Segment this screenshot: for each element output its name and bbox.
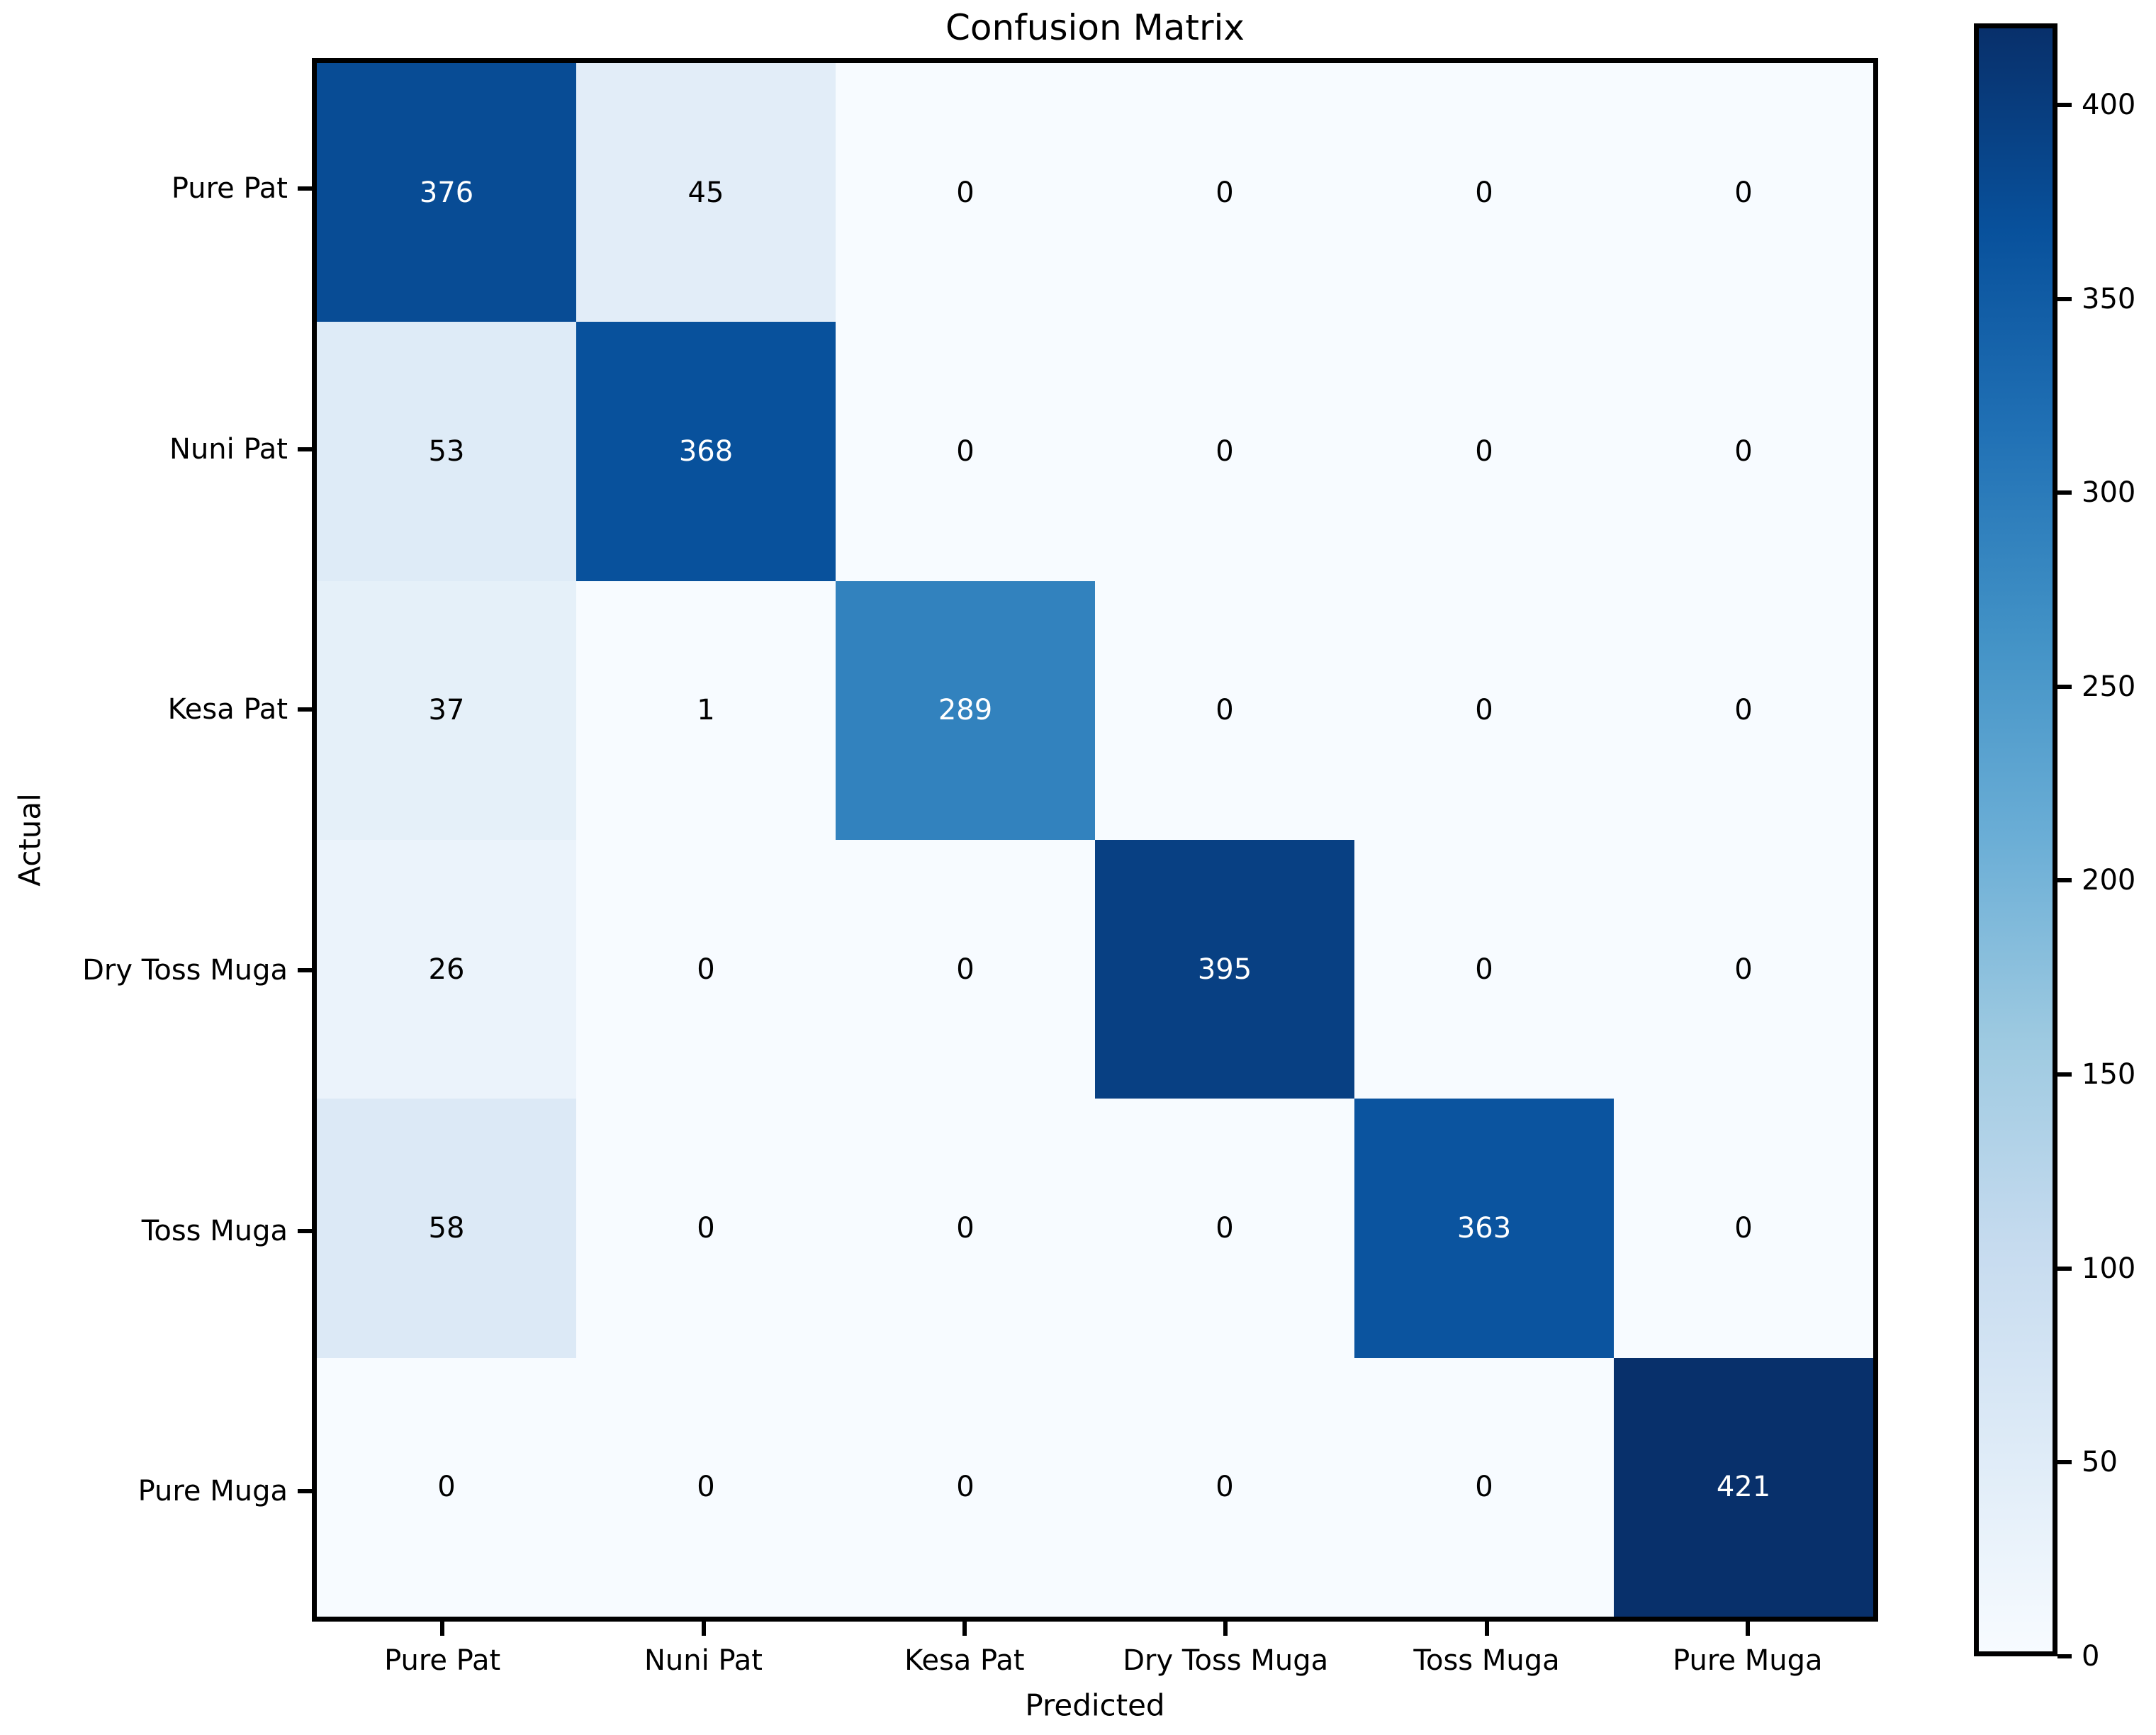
heatmap-cell: 0 bbox=[1354, 580, 1614, 840]
heatmap-cell: 368 bbox=[576, 322, 836, 581]
colorbar-tick-label: 200 bbox=[2082, 864, 2136, 897]
heatmap-cell: 0 bbox=[1095, 580, 1354, 840]
heatmap-cell: 0 bbox=[1614, 63, 1873, 322]
heatmap-grid: 376 45 0 0 0 0 53 368 0 0 0 0 37 1 289 0 0 0 26 0 0 395 0 0 58 0 0… bbox=[312, 58, 1878, 1622]
x-tick-label: Pure Muga bbox=[1673, 1644, 1823, 1677]
heatmap-cell: 0 bbox=[836, 322, 1095, 581]
heatmap-cell: 0 bbox=[1614, 322, 1873, 581]
y-tick-mark bbox=[298, 707, 312, 712]
y-tick-label: Toss Muga bbox=[141, 1214, 288, 1247]
colorbar-tick-label: 150 bbox=[2082, 1058, 2136, 1091]
colorbar-tick-mark bbox=[2057, 490, 2072, 495]
heatmap-cell: 0 bbox=[1354, 63, 1614, 322]
colorbar-tick-label: 0 bbox=[2082, 1640, 2100, 1673]
heatmap-cell: 0 bbox=[1095, 322, 1354, 581]
x-tick-mark bbox=[962, 1622, 967, 1636]
heatmap-cell: 0 bbox=[836, 840, 1095, 1099]
heatmap-cell: 0 bbox=[1614, 580, 1873, 840]
x-tick-label: Nuni Pat bbox=[644, 1644, 763, 1677]
colorbar-tick-mark bbox=[2057, 1072, 2072, 1077]
x-tick-label: Dry Toss Muga bbox=[1123, 1644, 1329, 1677]
y-tick-mark bbox=[298, 447, 312, 451]
heatmap-cell: 0 bbox=[1095, 1357, 1354, 1617]
heatmap-cell: 0 bbox=[836, 1357, 1095, 1617]
y-tick-mark bbox=[298, 186, 312, 191]
y-tick-label: Dry Toss Muga bbox=[82, 953, 288, 987]
y-axis-ticks bbox=[298, 58, 312, 1622]
heatmap-cell: 58 bbox=[317, 1099, 576, 1358]
heatmap-cell: 376 bbox=[317, 63, 576, 322]
heatmap-cell: 363 bbox=[1354, 1099, 1614, 1358]
heatmap-cell: 289 bbox=[836, 580, 1095, 840]
heatmap-cell: 0 bbox=[1354, 840, 1614, 1099]
colorbar-tick-label: 400 bbox=[2082, 88, 2136, 121]
colorbar-tick-label: 300 bbox=[2082, 476, 2136, 510]
y-axis-tick-labels: Pure Pat Nuni Pat Kesa Pat Dry Toss Muga Tos… bbox=[0, 58, 288, 1622]
heatmap-cell: 0 bbox=[1095, 1099, 1354, 1358]
heatmap-cell: 0 bbox=[1614, 1099, 1873, 1358]
colorbar-tick-label: 250 bbox=[2082, 670, 2136, 703]
heatmap-cell: 37 bbox=[317, 580, 576, 840]
heatmap-cell: 0 bbox=[1095, 63, 1354, 322]
heatmap-cell: 0 bbox=[317, 1357, 576, 1617]
x-axis-tick-labels: Pure Pat Nuni Pat Kesa Pat Dry Toss Muga Tos… bbox=[312, 1644, 1878, 1680]
colorbar-tick-mark bbox=[2057, 878, 2072, 883]
x-tick-mark bbox=[1223, 1622, 1228, 1636]
x-tick-label: Pure Pat bbox=[384, 1644, 501, 1677]
heatmap-cell: 26 bbox=[317, 840, 576, 1099]
heatmap-cell: 53 bbox=[317, 322, 576, 581]
colorbar-tick-label: 50 bbox=[2082, 1446, 2118, 1479]
x-axis-ticks bbox=[312, 1622, 1878, 1637]
x-tick-mark bbox=[701, 1622, 706, 1636]
x-tick-mark bbox=[1484, 1622, 1489, 1636]
heatmap-cell: 0 bbox=[576, 840, 836, 1099]
y-tick-mark bbox=[298, 1228, 312, 1233]
colorbar-ticks: 0 50 100 150 200 250 300 350 400 bbox=[2057, 23, 2156, 1673]
colorbar-tick-mark bbox=[2057, 1654, 2072, 1658]
colorbar-tick-label: 350 bbox=[2082, 282, 2136, 315]
x-tick-mark bbox=[440, 1622, 445, 1636]
chart-title: Confusion Matrix bbox=[945, 7, 1245, 48]
x-tick-mark bbox=[1745, 1622, 1750, 1636]
colorbar-tick-label: 100 bbox=[2082, 1252, 2136, 1285]
x-tick-label: Kesa Pat bbox=[904, 1644, 1025, 1677]
heatmap-cell: 1 bbox=[576, 580, 836, 840]
heatmap-cell: 395 bbox=[1095, 840, 1354, 1099]
colorbar bbox=[1974, 23, 2057, 1656]
y-tick-label: Pure Muga bbox=[137, 1475, 288, 1508]
x-tick-label: Toss Muga bbox=[1413, 1644, 1560, 1677]
y-tick-mark bbox=[298, 1489, 312, 1494]
heatmap-cell: 45 bbox=[576, 63, 836, 322]
y-tick-mark bbox=[298, 967, 312, 972]
heatmap-cell: 0 bbox=[836, 1099, 1095, 1358]
heatmap-cell: 0 bbox=[576, 1099, 836, 1358]
y-tick-label: Kesa Pat bbox=[167, 693, 288, 726]
heatmap-cell: 421 bbox=[1614, 1357, 1873, 1617]
colorbar-tick-mark bbox=[2057, 1460, 2072, 1465]
colorbar-tick-mark bbox=[2057, 102, 2072, 107]
y-tick-label: Pure Pat bbox=[171, 172, 288, 205]
colorbar-tick-mark bbox=[2057, 296, 2072, 301]
colorbar-tick-mark bbox=[2057, 684, 2072, 689]
colorbar-tick-mark bbox=[2057, 1266, 2072, 1271]
heatmap-cell: 0 bbox=[836, 63, 1095, 322]
x-axis-label: Predicted bbox=[1025, 1688, 1165, 1723]
heatmap-cell: 0 bbox=[1354, 1357, 1614, 1617]
heatmap-cell: 0 bbox=[1614, 840, 1873, 1099]
y-tick-label: Nuni Pat bbox=[169, 432, 288, 466]
heatmap-cell: 0 bbox=[1354, 322, 1614, 581]
heatmap-cell: 0 bbox=[576, 1357, 836, 1617]
